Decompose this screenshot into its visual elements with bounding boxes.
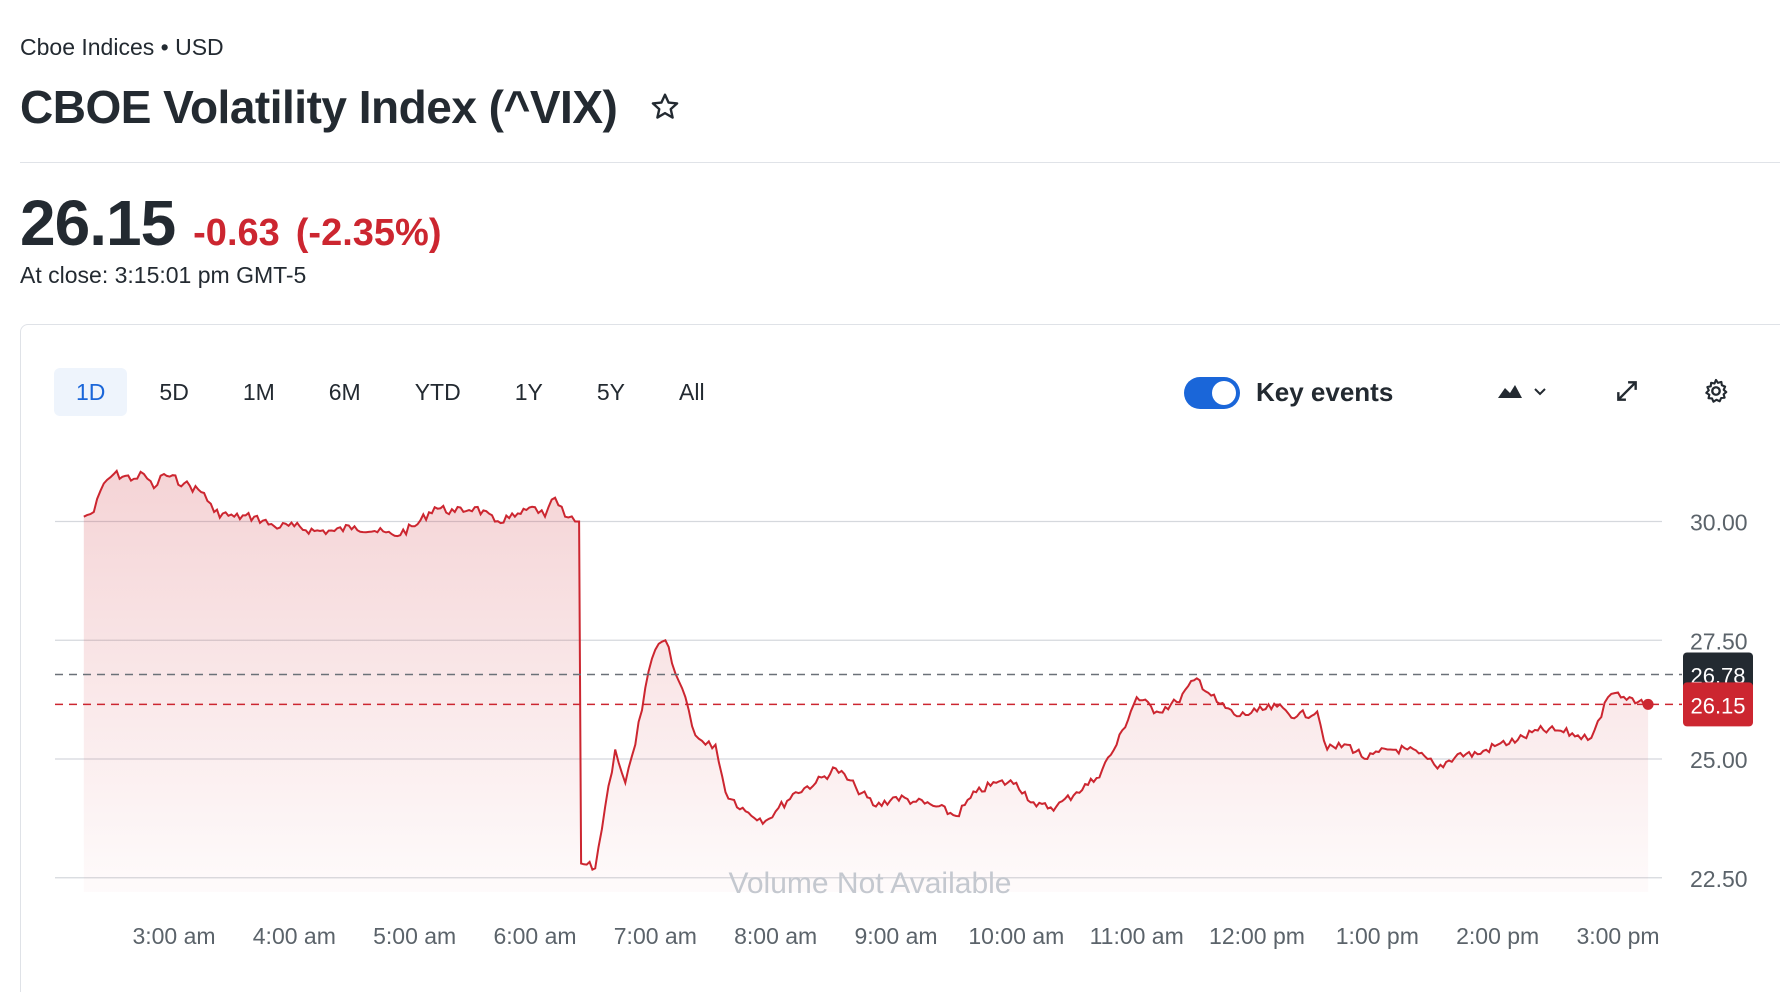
x-tick-label: 8:00 am bbox=[734, 923, 817, 949]
price-area bbox=[83, 470, 1649, 892]
y-tick-label: 25.00 bbox=[1690, 747, 1748, 773]
key-events-toggle[interactable] bbox=[1184, 377, 1240, 409]
last-price-badge bbox=[1683, 682, 1753, 727]
x-tick-label: 6:00 am bbox=[493, 923, 576, 949]
x-axis-ticks: 3:00 am 4:00 am 5:00 am 6:00 am 7:00 am 8:00 … bbox=[132, 923, 1659, 949]
range-all-button[interactable]: All bbox=[679, 378, 705, 405]
expand-button[interactable] bbox=[1608, 374, 1646, 412]
x-tick-label: 2:00 pm bbox=[1456, 923, 1539, 949]
x-tick-label: 9:00 am bbox=[854, 923, 937, 949]
range-selector: 1D 5D 1M 6M YTD 1Y 5Y All bbox=[54, 368, 737, 416]
mountain-chart-icon bbox=[1497, 382, 1523, 405]
title-row: CBOE Volatility Index (^VIX) bbox=[20, 80, 683, 134]
range-5d-button[interactable]: 5D bbox=[159, 378, 189, 405]
chevron-down-icon bbox=[1533, 384, 1547, 402]
range-5y-button[interactable]: 5Y bbox=[596, 378, 625, 405]
range-1y-button[interactable]: 1Y bbox=[514, 378, 543, 405]
header-divider bbox=[20, 162, 1780, 163]
y-axis-ticks: 30.00 27.50 25.00 22.50 bbox=[1690, 510, 1748, 892]
chart-type-button[interactable] bbox=[1490, 374, 1554, 412]
last-price: 26.15 bbox=[20, 187, 176, 259]
last-price-label: 26.15 bbox=[1690, 693, 1745, 718]
range-ytd-button[interactable]: YTD bbox=[414, 378, 461, 405]
gear-icon bbox=[1702, 377, 1730, 410]
price-line bbox=[83, 469, 1649, 871]
y-tick-label: 22.50 bbox=[1690, 866, 1748, 892]
volume-not-available-label: Volume Not Available bbox=[729, 867, 1012, 900]
x-tick-label: 4:00 am bbox=[253, 923, 336, 949]
last-price-dot bbox=[1642, 698, 1654, 710]
x-tick-label: 11:00 am bbox=[1090, 923, 1184, 949]
y-tick-label: 27.50 bbox=[1690, 628, 1748, 654]
page-title: CBOE Volatility Index (^VIX) bbox=[20, 81, 618, 133]
range-1d-button[interactable]: 1D bbox=[54, 368, 128, 416]
toggle-knob bbox=[1212, 381, 1236, 405]
quote-row: 26.15 -0.63 (-2.35%) bbox=[20, 186, 442, 260]
expand-icon bbox=[1614, 378, 1640, 409]
x-tick-label: 3:00 pm bbox=[1576, 923, 1659, 949]
x-tick-label: 5:00 am bbox=[373, 923, 456, 949]
exchange-label: Cboe Indices • USD bbox=[20, 34, 224, 60]
settings-button[interactable] bbox=[1697, 374, 1735, 412]
price-change-percent: (-2.35%) bbox=[295, 212, 442, 254]
x-tick-label: 7:00 am bbox=[614, 923, 697, 949]
x-tick-label: 3:00 am bbox=[132, 923, 215, 949]
range-1m-button[interactable]: 1M bbox=[242, 378, 275, 405]
x-tick-label: 10:00 am bbox=[968, 923, 1064, 949]
y-tick-label: 30.00 bbox=[1690, 510, 1748, 536]
key-events-label: Key events bbox=[1256, 377, 1394, 407]
price-change: -0.63 bbox=[193, 212, 280, 254]
range-6m-button[interactable]: 6M bbox=[328, 378, 361, 405]
x-tick-label: 1:00 pm bbox=[1336, 923, 1419, 949]
close-time: At close: 3:15:01 pm GMT-5 bbox=[20, 262, 307, 288]
watchlist-star-icon[interactable] bbox=[647, 89, 683, 125]
x-tick-label: 12:00 pm bbox=[1209, 923, 1305, 949]
